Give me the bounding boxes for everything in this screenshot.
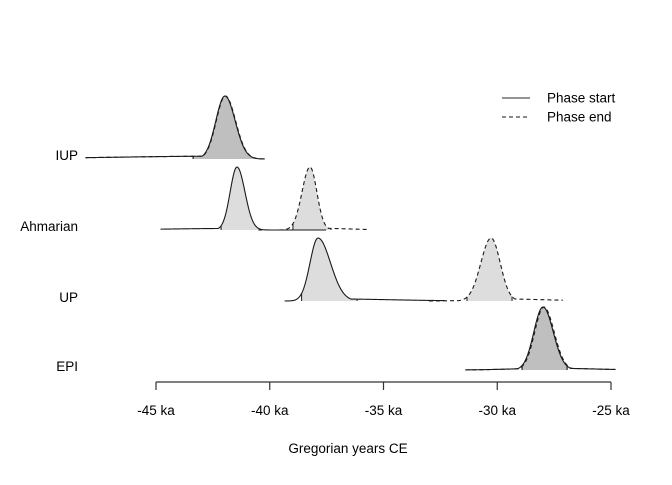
density-fill-epi-end (522, 307, 568, 370)
x-axis-ticks: -45 ka -40 ka -35 ka -30 ka -25 ka (137, 382, 630, 418)
density-curve-up-start (284, 237, 445, 302)
legend: Phase start Phase end (502, 91, 616, 125)
x-axis-title: Gregorian years CE (288, 441, 407, 456)
phase-label-epi: EPI (56, 359, 78, 374)
density-curves (85, 95, 616, 371)
x-tick-label: -40 ka (251, 403, 289, 418)
density-curve-ahmarian-start (160, 166, 327, 231)
phase-row-labels: IUP Ahmarian UP EPI (20, 148, 78, 374)
density-fill-up-start (301, 238, 358, 301)
density-fill-ahmarian-start (221, 167, 263, 230)
phase-label-iup: IUP (55, 148, 78, 163)
density-fill-ahmarian-end (292, 167, 331, 230)
legend-label-phase-end: Phase end (547, 110, 612, 125)
x-tick-label: -25 ka (592, 403, 630, 418)
phase-label-up: UP (59, 290, 78, 305)
x-tick-label: -45 ka (137, 403, 175, 418)
density-curve-ahmarian-end (258, 166, 368, 231)
density-fill-epi-start (522, 307, 568, 370)
phase-label-ahmarian: Ahmarian (20, 219, 78, 234)
density-curve-epi-start (465, 306, 616, 371)
x-tick-label: -35 ka (365, 403, 403, 418)
density-curve-iup-end (85, 95, 265, 160)
density-curve-up-end (429, 237, 563, 302)
x-tick-label: -30 ka (478, 403, 516, 418)
x-axis: -45 ka -40 ka -35 ka -30 ka -25 ka (137, 381, 630, 418)
density-curve-epi-end (465, 306, 616, 371)
density-fill-up-end (466, 238, 513, 301)
legend-label-phase-start: Phase start (547, 91, 616, 106)
